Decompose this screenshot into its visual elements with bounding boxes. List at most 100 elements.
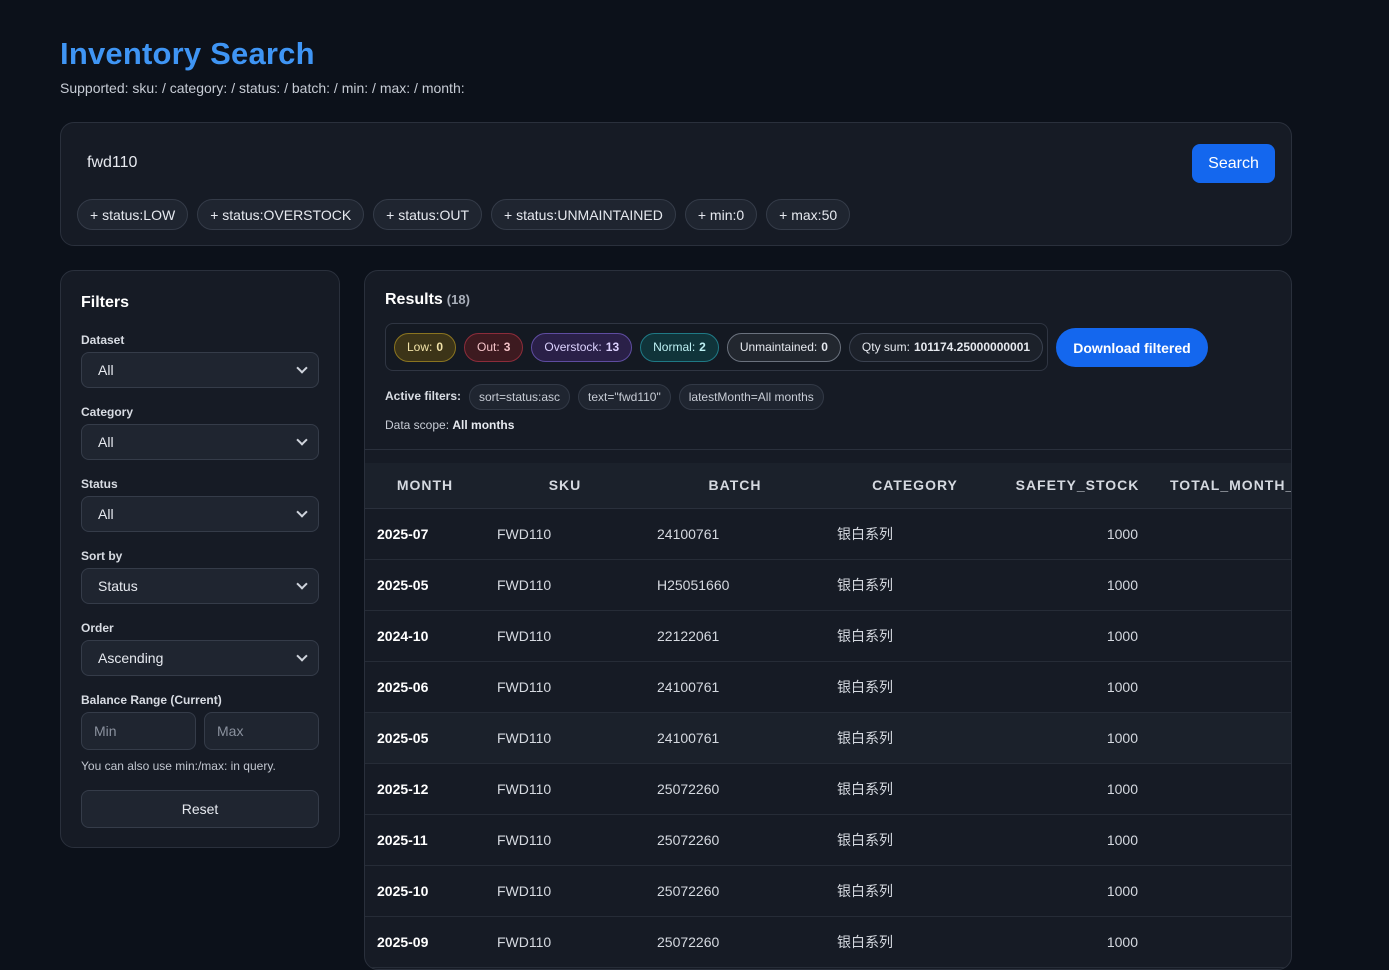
search-input[interactable] xyxy=(85,149,1165,177)
column-header-sku[interactable]: SKU xyxy=(485,463,645,509)
cell-category: 银白系列 xyxy=(825,508,1005,560)
chip-max[interactable]: + max:50 xyxy=(766,199,851,230)
cell-total-month-end: 2607 xyxy=(1150,712,1291,764)
summary-qty-sum-label: Qty sum: xyxy=(861,340,910,354)
status-select-value: All xyxy=(98,506,114,522)
chevron-down-icon xyxy=(296,434,308,446)
column-header-safety-stock[interactable]: SAFETY_STOCK xyxy=(1005,463,1150,509)
summary-bar: Low: 0 Out: 3 Overstock: 13 Normal: 2 Unmain… xyxy=(385,323,1048,371)
sort-by-select[interactable]: Status xyxy=(81,568,319,604)
cell-safety-stock: 1000 xyxy=(1005,763,1150,815)
dataset-select-value: All xyxy=(98,362,114,378)
table-row[interactable]: 2025-05 FWD110 24100761 银白系列 1000 2607 xyxy=(365,712,1291,764)
cell-total-month-end: 1957 xyxy=(1150,661,1291,713)
table-header-row: MONTH SKU BATCH CATEGORY SAFETY_STOCK TO… xyxy=(365,463,1291,509)
cell-sku: FWD110 xyxy=(485,712,645,764)
results-panel: Results (18) Low: 0 Out: 3 Overstock: 13 Nor… xyxy=(364,270,1292,970)
balance-min-input[interactable] xyxy=(81,712,196,750)
column-header-total-month-end[interactable]: TOTAL_MONTH_END xyxy=(1150,463,1291,509)
cell-safety-stock: 1000 xyxy=(1005,559,1150,611)
download-filtered-button[interactable]: Download filtered xyxy=(1056,328,1208,367)
chip-status-low[interactable]: + status:LOW xyxy=(77,199,189,230)
order-select[interactable]: Ascending xyxy=(81,640,319,676)
summary-out-label: Out: xyxy=(477,340,500,354)
cell-sku: FWD110 xyxy=(485,508,645,560)
search-button[interactable]: Search xyxy=(1192,144,1275,183)
data-scope: Data scope: All months xyxy=(385,418,514,432)
cell-category: 银白系列 xyxy=(825,865,1005,917)
summary-qty-sum-badge: Qty sum: 101174.25000000001 xyxy=(848,332,1044,362)
results-table: MONTH SKU BATCH CATEGORY SAFETY_STOCK TO… xyxy=(365,463,1291,968)
divider xyxy=(365,449,1291,450)
dataset-select[interactable]: All xyxy=(81,352,319,388)
cell-month: 2025-05 xyxy=(365,559,485,611)
cell-category: 银白系列 xyxy=(825,712,1005,764)
chevron-down-icon xyxy=(296,578,308,590)
cell-month: 2025-11 xyxy=(365,814,485,866)
table-row[interactable]: 2025-10 FWD110 25072260 银白系列 1000 8484 xyxy=(365,865,1291,917)
cell-sku: FWD110 xyxy=(485,865,645,917)
cell-total-month-end xyxy=(1150,508,1291,560)
cell-total-month-end xyxy=(1150,610,1291,662)
table-row[interactable]: 2025-12 FWD110 25072260 银白系列 1000 7204 xyxy=(365,763,1291,815)
status-label: Status xyxy=(81,477,118,491)
cell-month: 2025-09 xyxy=(365,916,485,968)
summary-out-badge: Out: 3 xyxy=(464,332,524,362)
category-select[interactable]: All xyxy=(81,424,319,460)
table-row[interactable]: 2024-10 FWD110 22122061 银白系列 1000 xyxy=(365,610,1291,662)
cell-total-month-end: 9734 xyxy=(1150,916,1291,968)
column-header-batch[interactable]: BATCH xyxy=(645,463,825,509)
chip-min[interactable]: + min:0 xyxy=(684,199,758,230)
quick-filter-chips: + status:LOW + status:OVERSTOCK + status… xyxy=(77,199,851,230)
data-scope-value: All months xyxy=(452,418,515,432)
range-hint: You can also use min:/max: in query. xyxy=(81,759,276,773)
summary-out-value: 3 xyxy=(503,340,511,354)
summary-low-value: 0 xyxy=(436,340,444,354)
cell-batch: H25051660 xyxy=(645,559,825,611)
cell-month: 2025-06 xyxy=(365,661,485,713)
table-row[interactable]: 2025-05 FWD110 H25051660 银白系列 1000 xyxy=(365,559,1291,611)
active-filter-chip: latestMonth=All months xyxy=(678,384,824,410)
status-select[interactable]: All xyxy=(81,496,319,532)
page-title: Inventory Search xyxy=(60,36,315,71)
chip-status-out[interactable]: + status:OUT xyxy=(373,199,483,230)
page-subtitle: Supported: sku: / category: / status: / … xyxy=(60,80,465,96)
reset-button[interactable]: Reset xyxy=(81,790,319,828)
chip-status-unmaintained[interactable]: + status:UNMAINTAINED xyxy=(491,199,676,230)
cell-safety-stock: 1000 xyxy=(1005,712,1150,764)
cell-safety-stock: 1000 xyxy=(1005,610,1150,662)
table-row[interactable]: 2025-11 FWD110 25072260 银白系列 1000 7329 xyxy=(365,814,1291,866)
column-header-month[interactable]: MONTH xyxy=(365,463,485,509)
results-count: (18) xyxy=(446,292,470,307)
cell-total-month-end xyxy=(1150,559,1291,611)
cell-batch: 24100761 xyxy=(645,712,825,764)
summary-overstock-label: Overstock: xyxy=(544,340,602,354)
cell-safety-stock: 1000 xyxy=(1005,661,1150,713)
summary-normal-badge: Normal: 2 xyxy=(640,332,719,362)
balance-max-input[interactable] xyxy=(204,712,319,750)
cell-sku: FWD110 xyxy=(485,610,645,662)
filters-title: Filters xyxy=(81,294,130,311)
chevron-down-icon xyxy=(296,506,308,518)
cell-sku: FWD110 xyxy=(485,814,645,866)
chevron-down-icon xyxy=(296,650,308,662)
chip-status-overstock[interactable]: + status:OVERSTOCK xyxy=(197,199,365,230)
summary-unmaintained-badge: Unmaintained: 0 xyxy=(726,332,841,362)
cell-batch: 25072260 xyxy=(645,916,825,968)
cell-category: 银白系列 xyxy=(825,763,1005,815)
summary-overstock-badge: Overstock: 13 xyxy=(531,332,633,362)
cell-sku: FWD110 xyxy=(485,661,645,713)
table-row[interactable]: 2025-07 FWD110 24100761 银白系列 1000 xyxy=(365,508,1291,560)
table-row[interactable]: 2025-06 FWD110 24100761 银白系列 1000 1957 xyxy=(365,661,1291,713)
balance-range-label: Balance Range (Current) xyxy=(81,693,222,707)
table-row[interactable]: 2025-09 FWD110 25072260 银白系列 1000 9734 xyxy=(365,916,1291,968)
active-filter-chip: text="fwd110" xyxy=(578,384,671,410)
cell-sku: FWD110 xyxy=(485,763,645,815)
cell-month: 2025-07 xyxy=(365,508,485,560)
cell-total-month-end: 7329 xyxy=(1150,814,1291,866)
cell-category: 银白系列 xyxy=(825,559,1005,611)
active-filter-chip: sort=status:asc xyxy=(469,384,571,410)
data-scope-label: Data scope: xyxy=(385,418,450,432)
column-header-category[interactable]: CATEGORY xyxy=(825,463,1005,509)
summary-low-label: Low: xyxy=(407,340,433,354)
